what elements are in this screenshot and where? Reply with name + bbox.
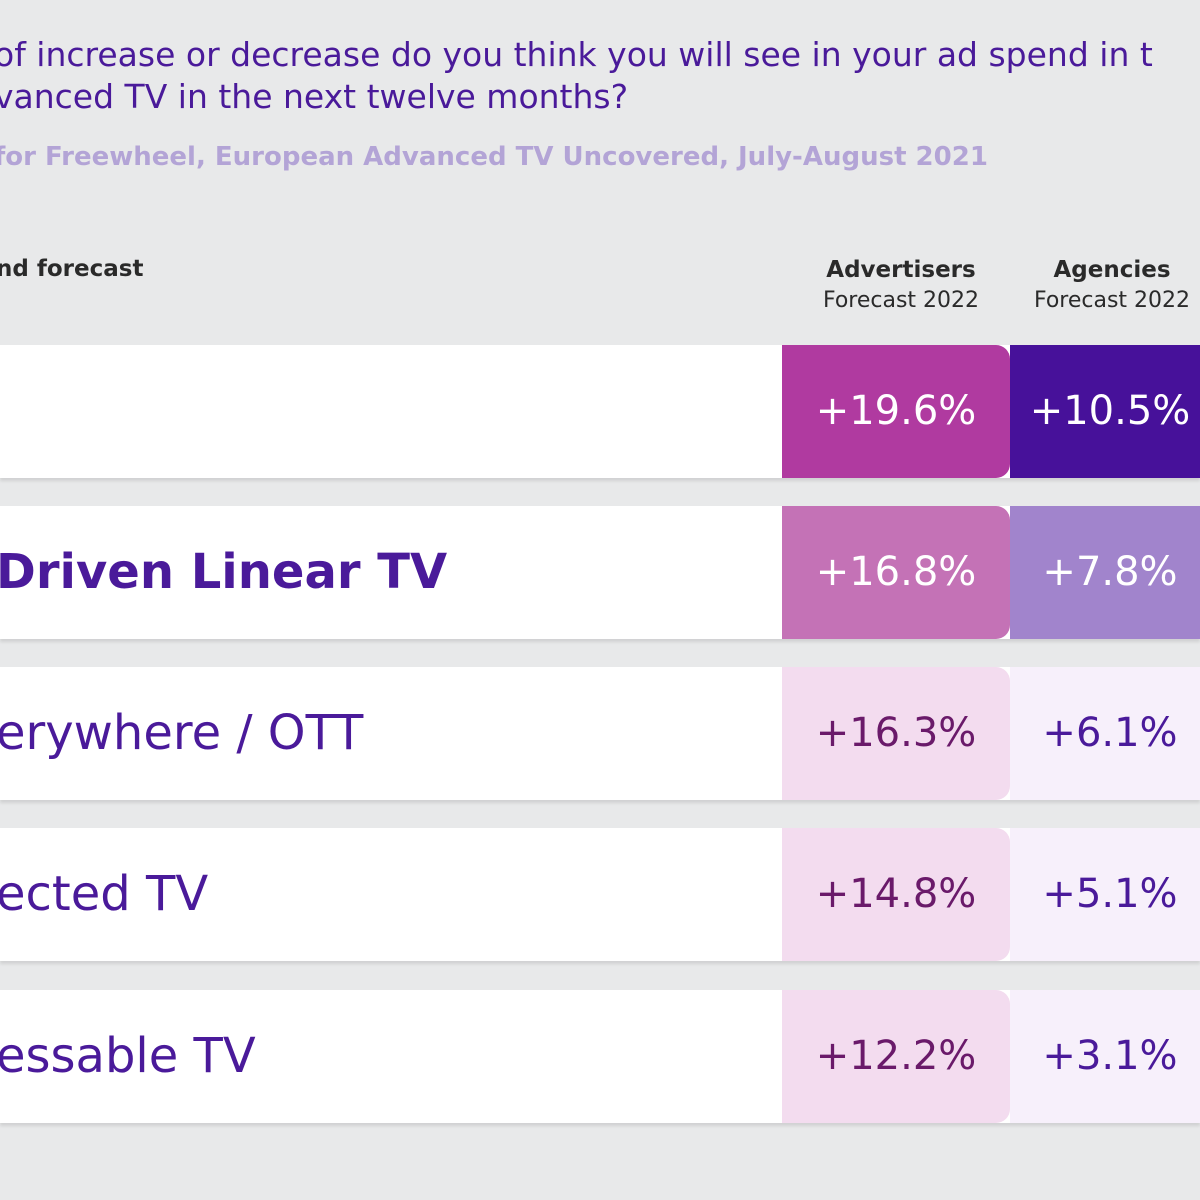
table-row: +19.6% +10.5% [0,345,1200,478]
agencies-value: +5.1% [1010,828,1200,961]
table-row: ected TV +14.8% +5.1% [0,828,1200,961]
column-header-advertisers: Advertisers Forecast 2022 [786,256,1016,318]
advertisers-value: +12.2% [782,990,1010,1123]
agencies-value: +3.1% [1010,990,1200,1123]
row-label: Driven Linear TV [0,544,448,600]
advertisers-value: +16.8% [782,506,1010,639]
column-header-agencies-subtitle: Forecast 2022 [1033,288,1191,313]
column-header-agencies-title: Agencies [1053,257,1171,283]
table-row: erywhere / OTT +16.3% +6.1% [0,667,1200,800]
chart-question: of increase or decrease do you think you… [0,34,1200,118]
column-header-advertisers-title: Advertisers [826,257,976,283]
advertisers-value: +19.6% [782,345,1010,478]
table-row: Driven Linear TV +16.8% +7.8% [0,506,1200,639]
agencies-value: +7.8% [1010,506,1200,639]
advertisers-value: +14.8% [782,828,1010,961]
row-label: essable TV [0,1028,256,1084]
agencies-value: +6.1% [1010,667,1200,800]
source-note: for Freewheel, European Advanced TV Unco… [0,142,988,172]
row-label: ected TV [0,866,209,922]
table-row: essable TV +12.2% +3.1% [0,990,1200,1123]
question-line-2: vanced TV in the next twelve months? [0,77,629,116]
agencies-value: +10.5% [1010,345,1200,478]
column-header-agencies: Agencies Forecast 2022 [997,256,1200,318]
question-line-1: of increase or decrease do you think you… [0,35,1153,74]
row-label: erywhere / OTT [0,705,364,761]
section-label: nd forecast [0,256,144,282]
advertisers-value: +16.3% [782,667,1010,800]
column-header-advertisers-subtitle: Forecast 2022 [822,288,980,313]
